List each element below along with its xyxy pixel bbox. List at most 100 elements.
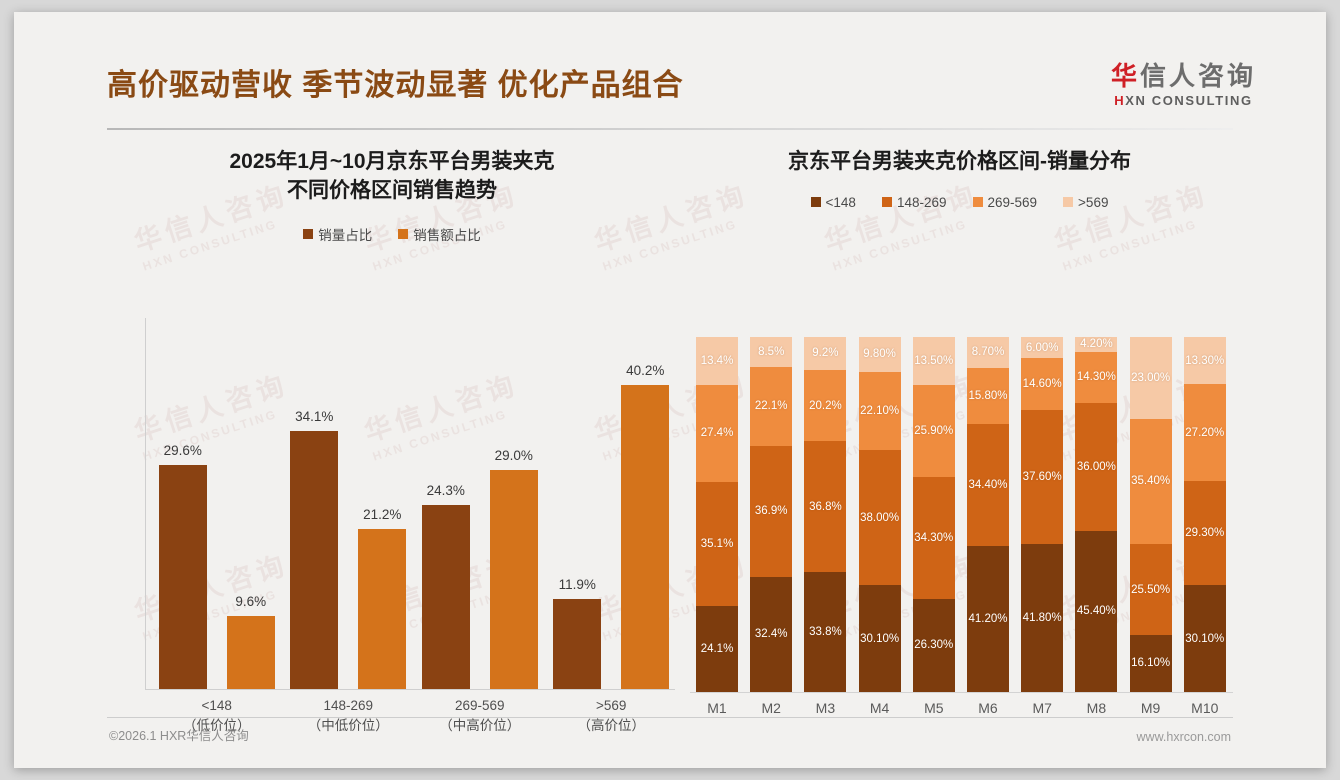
bar-revenue-share[interactable]: 40.2% [621, 363, 670, 689]
stacked-bar[interactable]: 13.50% 25.90% 34.30% 26.30% [912, 337, 955, 692]
segment-value-label: 9.80% [863, 348, 896, 361]
x-axis-tick-label: M1 [707, 700, 727, 716]
stack-segment[interactable]: 27.4% [696, 384, 738, 482]
right-chart-x-axis-labels: M1 M2 M3 M4 M5 M6 M7 M8 M9 M10 [690, 700, 1233, 726]
legend-label: 269-569 [987, 194, 1038, 210]
stack-segment[interactable]: 9.80% [858, 337, 901, 372]
stack-segment[interactable]: 15.80% [967, 367, 1009, 424]
stack-segment[interactable]: 16.10% [1129, 634, 1172, 693]
bar-volume-share[interactable]: 29.6% [158, 443, 207, 689]
stack-segment[interactable]: 45.40% [1075, 530, 1118, 692]
stack-segment[interactable]: 20.2% [804, 369, 847, 442]
tick-range: >569 [596, 698, 627, 713]
segment-value-label: 34.40% [968, 478, 1008, 491]
stack-segment[interactable]: 37.60% [1021, 410, 1064, 544]
stack-segment[interactable]: 33.8% [804, 572, 847, 692]
stack-segment[interactable]: 27.20% [1183, 384, 1226, 481]
stack-segment[interactable]: 35.1% [696, 481, 738, 607]
bar-revenue-share[interactable]: 21.2% [358, 507, 407, 689]
stack-segment[interactable]: 9.2% [804, 337, 847, 370]
segment-value-label: 27.20% [1185, 426, 1225, 439]
stack-segment[interactable]: 36.00% [1075, 402, 1118, 531]
stack-segment[interactable]: 22.10% [858, 371, 901, 451]
stack-segment[interactable]: 35.40% [1129, 418, 1172, 545]
stacked-bar[interactable]: 9.80% 22.10% 38.00% 30.10% [858, 337, 901, 693]
stacked-bar[interactable]: 8.5% 22.1% 36.9% 32.4% [750, 337, 793, 692]
stacked-bar[interactable]: 13.4% 27.4% 35.1% 24.1% [696, 337, 738, 692]
stack-segment[interactable]: 4.20% [1075, 337, 1118, 352]
bar-value-label: 9.6% [235, 594, 267, 610]
stack-segment[interactable]: 34.30% [912, 476, 955, 599]
segment-value-label: 45.40% [1076, 605, 1116, 618]
stack-segment[interactable]: 22.1% [750, 367, 793, 446]
right-chart-legend-item[interactable]: 269-569 [972, 194, 1038, 210]
x-axis-tick-label: M6 [978, 700, 998, 716]
stack-segment[interactable]: 26.30% [912, 598, 955, 692]
stacked-bar[interactable]: 9.2% 20.2% 36.8% 33.8% [804, 337, 847, 692]
right-chart-legend-item[interactable]: <148 [810, 195, 856, 210]
stack-segment[interactable]: 14.60% [1021, 358, 1064, 411]
left-chart-legend-item[interactable]: 销售额占比 [398, 224, 481, 244]
legend-swatch-icon [303, 228, 314, 239]
segment-value-label: 26.30% [914, 639, 954, 652]
stack-segment[interactable]: 13.30% [1183, 337, 1226, 385]
footer-copyright: ©2026.1 HXR华信人咨询 [109, 729, 249, 743]
bar-value-label: 24.3% [426, 483, 465, 499]
stack-segment[interactable]: 14.30% [1075, 351, 1118, 403]
header-divider [107, 128, 1233, 130]
stack-segment[interactable]: 41.20% [967, 545, 1009, 692]
bar-revenue-share[interactable]: 9.6% [226, 594, 275, 689]
stack-segment[interactable]: 25.90% [912, 384, 955, 477]
segment-value-label: 38.00% [860, 511, 900, 524]
bar-fill [553, 599, 602, 689]
stack-segment[interactable]: 41.80% [1021, 543, 1064, 692]
stack-segment[interactable]: 36.9% [750, 445, 793, 577]
stacked-bar[interactable]: 23.00% 35.40% 25.50% 16.10% [1129, 337, 1172, 693]
legend-swatch-icon [1063, 197, 1074, 208]
stack-segment[interactable]: 32.4% [750, 576, 793, 692]
bar-fill [290, 431, 339, 689]
footer-website: www.hxrcon.com [1136, 730, 1231, 744]
stack-segment[interactable]: 13.50% [912, 337, 955, 385]
left-chart-y-axis [145, 318, 146, 690]
stacked-bar[interactable]: 4.20% 14.30% 36.00% 45.40% [1075, 337, 1118, 692]
stack-segment[interactable]: 8.70% [967, 337, 1009, 368]
stack-segment[interactable]: 24.1% [696, 606, 738, 692]
bar-group: 34.1% 21.2% [283, 349, 415, 689]
left-chart-legend: 销量占比 销售额占比 [107, 224, 677, 244]
left-chart-legend-item[interactable]: 销量占比 [303, 224, 372, 244]
stack-segment[interactable]: 13.4% [696, 337, 738, 385]
stack-segment[interactable]: 29.30% [1183, 480, 1226, 586]
bar-volume-share[interactable]: 11.9% [553, 577, 602, 689]
stack-segment[interactable]: 30.10% [1183, 585, 1226, 693]
logo-accent-char: 华 [1110, 61, 1140, 91]
bar-volume-share[interactable]: 24.3% [421, 483, 470, 689]
stacked-bar[interactable]: 8.70% 15.80% 34.40% 41.20% [967, 337, 1009, 692]
stacked-bar[interactable]: 6.00% 14.60% 37.60% 41.80% [1021, 337, 1064, 692]
segment-value-label: 35.40% [1131, 475, 1171, 488]
stack-segment[interactable]: 36.8% [804, 441, 847, 572]
stack-segment[interactable]: 8.5% [750, 337, 793, 368]
segment-value-label: 33.8% [809, 625, 842, 638]
stack-segment[interactable]: 23.00% [1129, 337, 1172, 419]
stack-segment[interactable]: 38.00% [858, 450, 901, 586]
segment-value-label: 34.30% [914, 531, 954, 544]
left-chart-plot-area: 29.6% 9.6% 34.1% 21.2% 24.3% 29.0% 11.9% 40.2% [127, 318, 677, 690]
segment-value-label: 15.80% [968, 389, 1008, 402]
stacked-bar[interactable]: 13.30% 27.20% 29.30% 30.10% [1183, 337, 1226, 693]
x-axis-tick-label: M2 [761, 700, 781, 716]
stack-segment[interactable]: 30.10% [858, 585, 901, 693]
bar-volume-share[interactable]: 34.1% [290, 409, 339, 689]
company-logo: 华信人咨询 HXN CONSULTING [1111, 62, 1256, 108]
bar-group: 29.6% 9.6% [151, 349, 283, 689]
legend-swatch-icon [810, 197, 821, 208]
segment-value-label: 30.10% [1185, 632, 1225, 645]
stack-segment[interactable]: 34.40% [967, 423, 1009, 546]
stack-segment[interactable]: 6.00% [1021, 337, 1064, 359]
tick-sublabel: （低价位） [183, 718, 251, 734]
bar-group: 24.3% 29.0% [414, 349, 546, 689]
bar-revenue-share[interactable]: 29.0% [489, 448, 538, 689]
right-chart-legend-item[interactable]: 148-269 [881, 195, 947, 210]
stack-segment[interactable]: 25.50% [1129, 544, 1172, 635]
right-chart-legend-item[interactable]: >569 [1063, 195, 1108, 210]
